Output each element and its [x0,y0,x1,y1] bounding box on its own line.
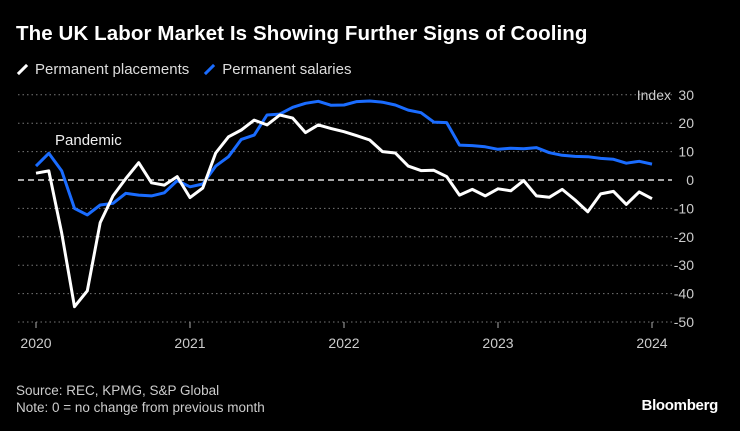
y-tick-label: -40 [674,286,694,302]
y-tick-label: 20 [678,115,694,131]
legend-item-salaries: Permanent salaries [203,61,351,78]
y-tick-label: 10 [678,144,694,160]
legend: Permanent placements Permanent salaries [16,61,351,78]
y-axis-label: Index [637,87,671,103]
x-tick-label: 2024 [636,335,667,351]
x-tick-label: 2020 [20,335,51,351]
source-text: Source: REC, KPMG, S&P Global [16,383,220,398]
legend-label-salaries: Permanent salaries [222,61,352,78]
y-tick-label: -50 [674,314,694,330]
note-text: Note: 0 = no change from previous month [16,400,265,415]
x-tick-label: 2022 [328,335,359,351]
y-tick-label: -30 [674,257,694,273]
y-tick-label: 30 [678,87,694,103]
chart-title: The UK Labor Market Is Showing Further S… [16,22,588,45]
legend-item-placements: Permanent placements [16,61,189,78]
bloomberg-logo: Bloomberg [641,397,719,414]
series-line-placements [35,113,653,309]
legend-label-placements: Permanent placements [35,61,190,78]
pandemic-annotation: Pandemic [55,132,122,149]
series-line-salaries [34,99,653,217]
y-tick-label: -10 [674,200,694,216]
x-tick-label: 2023 [482,335,513,351]
x-tick-label: 2021 [174,335,205,351]
y-tick-label: -20 [674,229,694,245]
y-tick-label: 0 [686,172,694,188]
